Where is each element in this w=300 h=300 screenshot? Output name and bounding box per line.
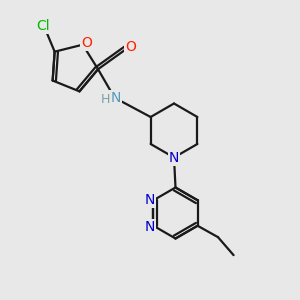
Text: O: O: [125, 40, 136, 54]
Text: N: N: [169, 151, 179, 164]
Text: N: N: [145, 220, 155, 234]
Text: Cl: Cl: [36, 19, 50, 33]
Text: O: O: [81, 36, 92, 50]
Text: N: N: [145, 193, 155, 207]
Text: H: H: [100, 93, 110, 106]
Text: N: N: [111, 91, 121, 105]
